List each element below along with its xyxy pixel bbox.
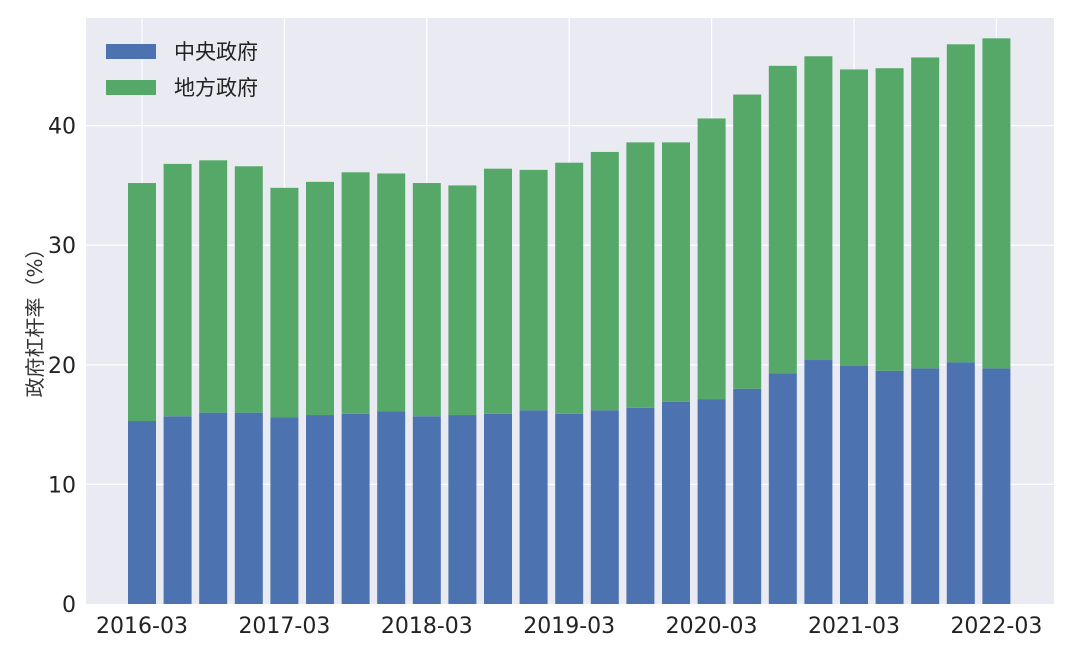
- bar-central-2016-03: [128, 421, 156, 604]
- x-tick-label: 2022-03: [950, 614, 1042, 639]
- bar-central-2021-12: [946, 362, 975, 604]
- bar-local-2019-12: [662, 142, 690, 402]
- bar-local-2021-03: [840, 69, 868, 367]
- bar-central-2017-03: [270, 417, 299, 604]
- x-tick-label: 2021-03: [808, 614, 900, 639]
- bar-local-2016-09: [199, 160, 228, 413]
- bar-local-2018-06: [448, 185, 477, 416]
- y-tick-label: 40: [48, 115, 76, 140]
- bar-central-2016-12: [234, 412, 263, 604]
- x-tick-label: 2016-03: [96, 614, 188, 639]
- legend-swatch-local: [106, 80, 156, 95]
- bar-central-2019-12: [662, 401, 690, 604]
- bar-local-2016-12: [234, 166, 263, 413]
- y-tick-label: 30: [48, 234, 76, 259]
- bar-local-2020-06: [733, 94, 762, 389]
- x-tick-label: 2017-03: [238, 614, 330, 639]
- legend-label-local: 地方政府: [174, 76, 258, 100]
- bar-local-2021-12: [946, 44, 975, 363]
- bar-central-2019-06: [590, 410, 619, 604]
- bar-central-2021-03: [840, 366, 868, 604]
- x-tick-label: 2018-03: [381, 614, 473, 639]
- bar-local-2019-06: [590, 151, 619, 411]
- bar-central-2021-06: [875, 370, 904, 604]
- bar-local-2021-09: [911, 57, 940, 369]
- bar-central-2021-09: [911, 368, 940, 604]
- bar-central-2018-09: [484, 413, 512, 604]
- bar-local-2021-06: [875, 68, 904, 371]
- bar-central-2022-03: [982, 368, 1011, 604]
- bar-local-2016-03: [128, 183, 156, 422]
- bar-central-2016-09: [199, 412, 228, 604]
- bar-central-2017-09: [341, 413, 370, 604]
- bar-central-2019-09: [626, 407, 655, 604]
- bar-local-2020-03: [697, 118, 726, 400]
- y-tick-label: 0: [62, 593, 76, 618]
- bar-local-2018-12: [519, 169, 548, 411]
- bar-central-2016-06: [163, 416, 192, 604]
- bar-central-2019-03: [555, 413, 584, 604]
- bar-central-2020-06: [733, 388, 762, 604]
- bar-central-2020-12: [804, 360, 833, 604]
- y-tick-label: 10: [48, 473, 76, 498]
- bar-local-2019-03: [555, 162, 584, 414]
- bar-local-2018-03: [412, 183, 441, 417]
- bar-local-2017-12: [377, 173, 406, 412]
- y-tick-label: 20: [48, 354, 76, 379]
- x-tick-label: 2019-03: [523, 614, 615, 639]
- legend: 中央政府 地方政府: [106, 40, 258, 100]
- legend-swatch-central: [106, 44, 156, 59]
- bar-local-2017-06: [306, 181, 334, 416]
- x-tick-labels: 2016-03 2017-03 2018-03 2019-03 2020-03 2021-…: [96, 614, 1042, 639]
- y-axis-label: 政府杠杆率（%）: [23, 238, 47, 397]
- bar-local-2020-12: [804, 56, 833, 361]
- bar-local-2017-03: [270, 187, 299, 418]
- legend-label-central: 中央政府: [174, 40, 258, 64]
- bar-local-2017-09: [341, 172, 370, 414]
- bar-local-2016-06: [163, 163, 192, 417]
- bar-local-2019-09: [626, 142, 655, 408]
- x-tick-label: 2020-03: [666, 614, 758, 639]
- y-tick-labels: 0 10 20 30 40: [48, 115, 76, 618]
- bar-central-2020-03: [697, 399, 726, 604]
- bar-central-2018-03: [412, 416, 441, 604]
- bar-central-2018-12: [519, 410, 548, 604]
- bar-local-2018-09: [484, 168, 512, 414]
- bar-central-2018-06: [448, 415, 477, 604]
- bar-central-2017-06: [306, 415, 334, 604]
- bar-central-2020-09: [768, 373, 797, 604]
- bar-local-2022-03: [982, 38, 1011, 369]
- bar-central-2017-12: [377, 411, 406, 604]
- bar-local-2020-09: [768, 65, 797, 374]
- bars-group: [128, 38, 1011, 604]
